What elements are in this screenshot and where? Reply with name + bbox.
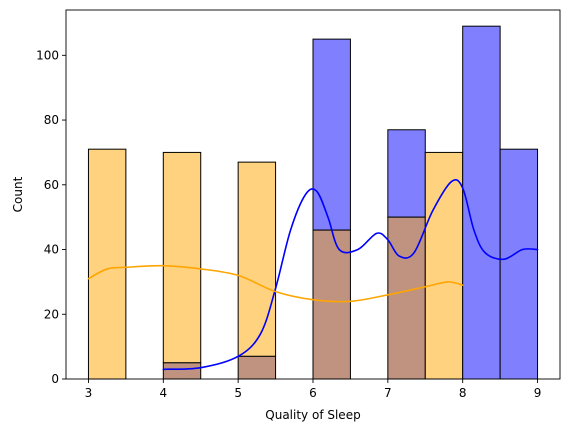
blue-bar (387, 129, 426, 218)
orange-bar (237, 161, 277, 357)
x-axis-label: Quality of Sleep (265, 408, 360, 422)
blue-bar (312, 38, 351, 231)
bars-group (87, 25, 539, 380)
x-tick-label: 4 (159, 386, 167, 400)
x-tick-label: 6 (309, 386, 317, 400)
x-tick-label: 9 (534, 386, 542, 400)
blue-kde-line (162, 179, 539, 371)
overlap-bar (237, 355, 277, 380)
kde-lines-group (87, 179, 539, 371)
x-tick-label: 8 (459, 386, 467, 400)
orange-bar (87, 148, 127, 380)
y-tick-label: 40 (44, 243, 59, 257)
y-tick-label: 0 (51, 372, 59, 386)
orange-kde-line (87, 264, 464, 303)
axes-group: 3 4 5 6 7 8 9 0 20 40 60 80 100 (36, 9, 561, 400)
y-axis-label: Count (11, 176, 25, 212)
y-tick-label: 20 (44, 307, 59, 321)
blue-bar (499, 148, 539, 380)
blue-bar (462, 25, 501, 380)
orange-bar (162, 151, 202, 364)
orange-bar (424, 151, 464, 380)
overlap-bar (162, 362, 202, 380)
x-tick-label: 7 (384, 386, 392, 400)
x-tick-label: 3 (85, 386, 93, 400)
y-tick-label: 100 (36, 48, 59, 62)
y-tick-label: 80 (44, 113, 59, 127)
x-tick-label: 5 (234, 386, 242, 400)
y-tick-label: 60 (44, 178, 59, 192)
